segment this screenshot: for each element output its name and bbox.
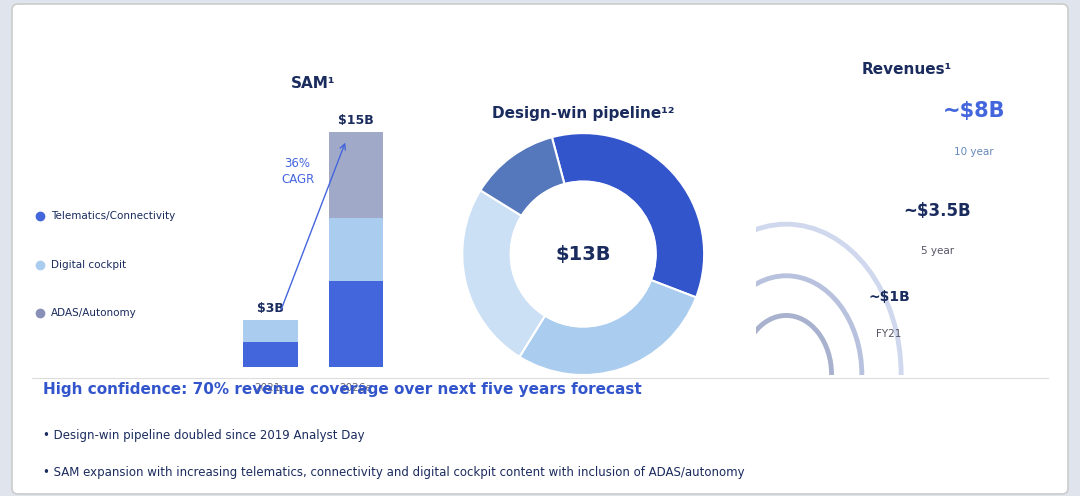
Bar xyxy=(328,132,383,218)
Bar xyxy=(243,320,298,342)
Text: Revenues¹: Revenues¹ xyxy=(862,62,953,76)
Text: $15B: $15B xyxy=(338,115,374,127)
Text: 2021e: 2021e xyxy=(254,383,287,393)
Circle shape xyxy=(511,182,656,327)
Wedge shape xyxy=(462,190,545,357)
Bar xyxy=(328,281,383,367)
Text: Digital cockpit: Digital cockpit xyxy=(51,260,126,270)
Text: ADAS/Autonomy: ADAS/Autonomy xyxy=(51,309,136,318)
Text: Telematics/Connectivity: Telematics/Connectivity xyxy=(51,211,175,221)
Text: 5 year: 5 year xyxy=(921,246,954,256)
Wedge shape xyxy=(519,280,697,375)
Text: 2026e: 2026e xyxy=(339,383,373,393)
Text: FY21: FY21 xyxy=(876,329,902,339)
Wedge shape xyxy=(552,133,704,298)
Text: High confidence: 70% revenue coverage over next five years forecast: High confidence: 70% revenue coverage ov… xyxy=(43,382,642,397)
Text: $3B: $3B xyxy=(257,303,284,315)
Text: SAM¹: SAM¹ xyxy=(291,76,336,91)
Text: ~$1B: ~$1B xyxy=(868,290,910,304)
Text: 36%
CAGR: 36% CAGR xyxy=(281,157,314,186)
Text: ~$3.5B: ~$3.5B xyxy=(904,202,971,220)
Bar xyxy=(328,218,383,281)
Text: • Design-win pipeline doubled since 2019 Analyst Day: • Design-win pipeline doubled since 2019… xyxy=(43,430,365,442)
Bar xyxy=(243,342,298,367)
FancyBboxPatch shape xyxy=(12,4,1068,494)
Text: Design-win pipeline¹²: Design-win pipeline¹² xyxy=(492,106,674,121)
Text: 10 year: 10 year xyxy=(954,147,994,157)
Text: $13B: $13B xyxy=(555,245,611,263)
Text: ~$8B: ~$8B xyxy=(943,101,1005,121)
Text: • SAM expansion with increasing telematics, connectivity and digital cockpit con: • SAM expansion with increasing telemati… xyxy=(43,466,745,480)
Wedge shape xyxy=(481,137,565,216)
